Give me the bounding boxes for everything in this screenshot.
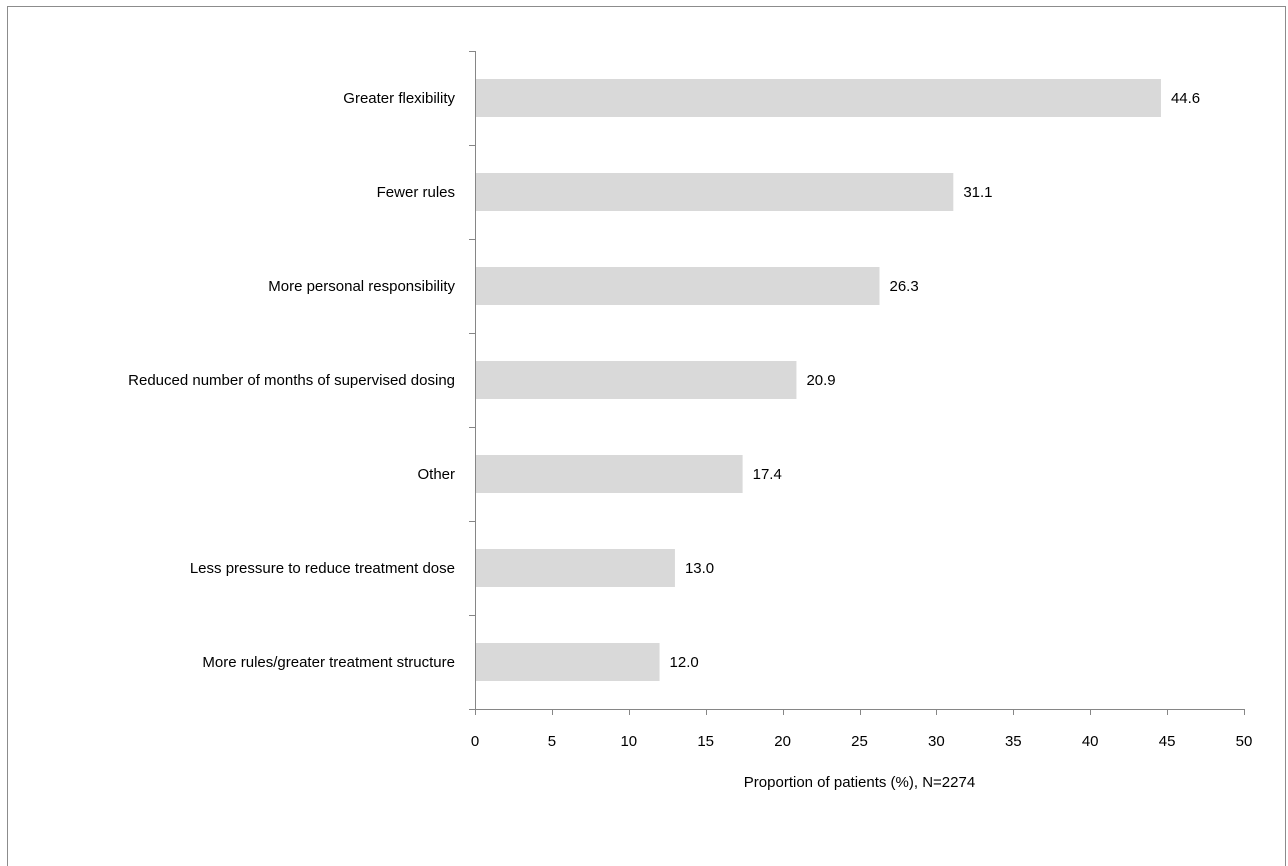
x-tick-label: 15	[697, 733, 714, 750]
category-labels-group: Greater flexibility Fewer rules More perso…	[128, 90, 455, 671]
bars-group	[475, 79, 1161, 681]
x-tick-label: 45	[1159, 733, 1176, 750]
x-tick-label: 10	[620, 733, 637, 750]
data-label: 44.6	[1171, 90, 1200, 107]
data-label: 26.3	[889, 278, 918, 295]
axes-group	[469, 51, 1244, 710]
bar	[475, 173, 954, 211]
x-tick-label: 30	[928, 733, 945, 750]
category-label: Fewer rules	[377, 184, 455, 201]
bar	[475, 79, 1161, 117]
data-label: 12.0	[670, 654, 699, 671]
x-tick-label: 25	[851, 733, 868, 750]
category-label: Reduced number of months of supervised d…	[128, 372, 455, 389]
category-label: Greater flexibility	[343, 90, 455, 107]
bar	[475, 549, 675, 587]
category-label: Less pressure to reduce treatment dose	[190, 560, 455, 577]
x-tick-label: 0	[471, 733, 479, 750]
bar	[475, 267, 880, 305]
category-label: More rules/greater treatment structure	[202, 654, 455, 671]
chart-frame	[7, 6, 1286, 866]
bar	[475, 455, 743, 493]
x-tick-label: 5	[548, 733, 556, 750]
x-ticks-group: 0 5 10 15 20 25 30 35 40 45 50	[471, 709, 1253, 750]
data-label: 31.1	[963, 184, 992, 201]
data-label: 20.9	[806, 372, 835, 389]
bar	[475, 643, 660, 681]
bar	[475, 361, 797, 399]
x-tick-label: 35	[1005, 733, 1022, 750]
x-tick-label: 40	[1082, 733, 1099, 750]
x-tick-label: 20	[774, 733, 791, 750]
value-labels-group: 44.6 31.1 26.3 20.9 17.4 13.0 12.0	[670, 90, 1201, 671]
category-label: More personal responsibility	[268, 278, 455, 295]
category-label: Other	[417, 466, 455, 483]
x-axis-title: Proportion of patients (%), N=2274	[744, 774, 975, 791]
data-label: 13.0	[685, 560, 714, 577]
data-label: 17.4	[753, 466, 782, 483]
x-tick-label: 50	[1236, 733, 1253, 750]
